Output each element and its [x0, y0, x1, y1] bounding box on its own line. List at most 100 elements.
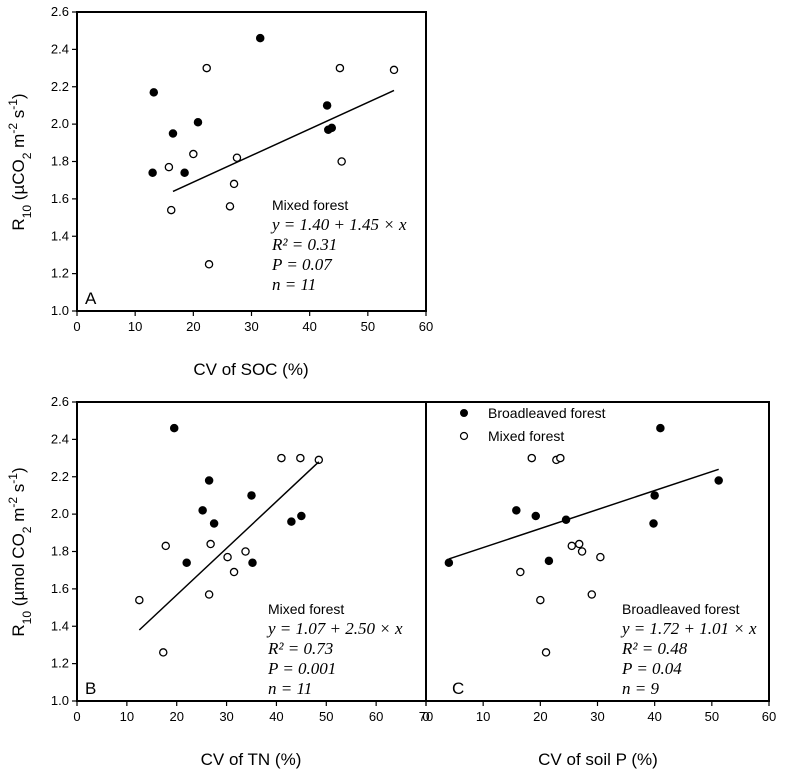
point-b-broadleaved-1 — [204, 476, 214, 485]
panel-label-b: B — [85, 679, 96, 698]
y-tick-label-b-4: 1.8 — [51, 544, 69, 559]
ylabel-b-main: R — [9, 624, 28, 636]
y-tick-label-b-5: 2.0 — [51, 506, 69, 521]
point-a-mixed-3 — [189, 149, 198, 159]
point-b-mixed-3 — [206, 539, 215, 549]
x-tick-label-c-4: 40 — [647, 709, 661, 724]
point-b-mixed-4 — [161, 541, 170, 551]
annotation-title-b: Mixed forest — [268, 601, 344, 617]
p-value-b: P = 0.001 — [267, 659, 336, 678]
point-a-broadleaved-1 — [168, 129, 178, 138]
point-a-mixed-9 — [225, 202, 235, 211]
point-b-broadleaved-0 — [169, 423, 179, 433]
legend-label-mixed: Mixed forest — [488, 428, 564, 444]
point-c-mixed-9 — [587, 590, 597, 599]
point-a-broadleaved-5 — [255, 33, 265, 43]
plot-frame-b — [76, 401, 427, 702]
point-c-broadleaved-0 — [656, 423, 665, 433]
point-c-broadleaved-2 — [650, 491, 659, 500]
y-tick-label-b-1: 1.2 — [51, 656, 69, 671]
point-b-broadleaved-3 — [247, 491, 256, 500]
legend-marker-broadleaved — [460, 409, 468, 417]
x-tick-label-c-0: 0 — [422, 709, 429, 724]
point-c-mixed-5 — [577, 547, 587, 556]
axis-ticks-a: 0 10 20 30 40 50 60 1.0 1.2 1.4 1.6 1.8 2.0 2.2 2.4 2.6 — [51, 4, 433, 334]
point-b-mixed-0 — [277, 453, 286, 463]
point-c-broadleaved-3 — [512, 506, 521, 515]
y-tick-label-a-4: 1.8 — [51, 154, 69, 169]
panel-c: 0 10 20 30 40 50 60 C Broadleaved forest Mixed… — [422, 401, 776, 769]
x-tick-label-a-5: 50 — [361, 319, 375, 334]
y-axis-label-b: R10 (µmol CO2 m-2 s-1) — [6, 467, 34, 636]
point-c-broadleaved-4 — [531, 511, 541, 521]
equation-a: y = 1.40 + 1.45 × x — [270, 215, 407, 234]
panel-a: 0 10 20 30 40 50 60 1.0 1.2 1.4 1.6 1.8 2.0 2.2 2.4 2.6… — [6, 4, 433, 379]
point-b-mixed-5 — [223, 552, 232, 562]
x-tick-label-b-2: 20 — [169, 709, 183, 724]
point-b-mixed-8 — [204, 590, 214, 599]
ylabel-b-sup1: -2 — [6, 497, 20, 508]
x-tick-label-b-7: 70 — [419, 709, 433, 724]
point-b-mixed-2 — [314, 455, 324, 465]
x-tick-label-c-1: 10 — [476, 709, 490, 724]
ylabel-b-close: ) — [9, 467, 28, 473]
x-tick-label-c-5: 50 — [705, 709, 719, 724]
x-tick-label-b-1: 10 — [120, 709, 134, 724]
ylabel-a-sub1: 10 — [20, 205, 34, 219]
point-b-mixed-10 — [159, 648, 168, 657]
panel-b: 0 10 20 30 40 50 60 701.01.21.41.61.82.02.22.42… — [6, 394, 433, 769]
point-b-broadleaved-6 — [297, 511, 306, 521]
ylabel-a-mid: m — [9, 134, 28, 153]
point-a-broadleaved-4 — [193, 118, 203, 127]
point-b-broadleaved-2 — [198, 506, 207, 515]
ylabel-a-open: (µCO — [9, 159, 28, 205]
n-b: n = 11 — [268, 679, 312, 698]
fit-line-c — [448, 468, 719, 560]
point-a-broadleaved-0 — [149, 88, 159, 97]
y-tick-label-a-2: 1.4 — [51, 228, 69, 243]
ylabel-b-sub1: 10 — [20, 611, 34, 625]
equation-b: y = 1.07 + 2.50 × x — [266, 619, 403, 638]
ylabel-b-s: s — [9, 484, 28, 497]
x-tick-label-b-4: 40 — [269, 709, 283, 724]
x-tick-label-c-6: 60 — [762, 709, 776, 724]
ylabel-b-sup2: -1 — [6, 473, 20, 484]
ylabel-a-close: ) — [9, 93, 28, 99]
x-tick-label-a-1: 10 — [128, 319, 142, 334]
point-b-mixed-9 — [135, 595, 144, 605]
fit-line-a — [172, 89, 395, 193]
point-a-mixed-2 — [389, 65, 399, 75]
point-b-mixed-6 — [241, 547, 250, 556]
point-b-broadleaved-4 — [209, 519, 219, 528]
point-a-mixed-10 — [204, 260, 214, 269]
point-c-broadleaved-1 — [714, 476, 723, 485]
point-a-broadleaved-6 — [322, 101, 332, 110]
y-tick-label-b-8: 2.6 — [51, 394, 69, 409]
x-tick-label-a-6: 60 — [419, 319, 433, 334]
r2-b: R² = 0.73 — [267, 639, 333, 658]
n-c: n = 9 — [622, 679, 659, 698]
x-axis-label-b: CV of TN (%) — [201, 750, 302, 769]
point-a-broadleaved-2 — [148, 168, 157, 177]
point-c-mixed-8 — [536, 595, 545, 605]
y-tick-label-a-5: 2.0 — [51, 116, 69, 131]
fit-line-b — [138, 461, 320, 631]
point-c-mixed-0 — [527, 453, 537, 463]
point-b-broadleaved-5 — [287, 517, 296, 526]
ylabel-a-sup1: -2 — [6, 123, 20, 134]
point-b-broadleaved-8 — [248, 558, 257, 567]
y-tick-label-b-7: 2.4 — [51, 431, 69, 446]
point-c-broadleaved-7 — [544, 556, 554, 566]
point-c-mixed-7 — [516, 567, 525, 577]
annotation-title-a: Mixed forest — [272, 197, 348, 213]
point-a-mixed-5 — [164, 162, 174, 172]
ylabel-b-sub2: 2 — [20, 526, 34, 533]
point-b-broadleaved-7 — [182, 558, 191, 567]
point-b-mixed-1 — [296, 453, 305, 463]
ylabel-b-open: (µmol CO — [9, 533, 28, 611]
point-a-mixed-8 — [166, 205, 176, 215]
axis-ticks-b: 0 10 20 30 40 50 60 70 1.0 1.2 1.4 1.6 1.8 2.0 2.2 2.4 2… — [51, 394, 433, 724]
n-a: n = 11 — [272, 275, 316, 294]
point-c-mixed-3 — [574, 539, 584, 549]
